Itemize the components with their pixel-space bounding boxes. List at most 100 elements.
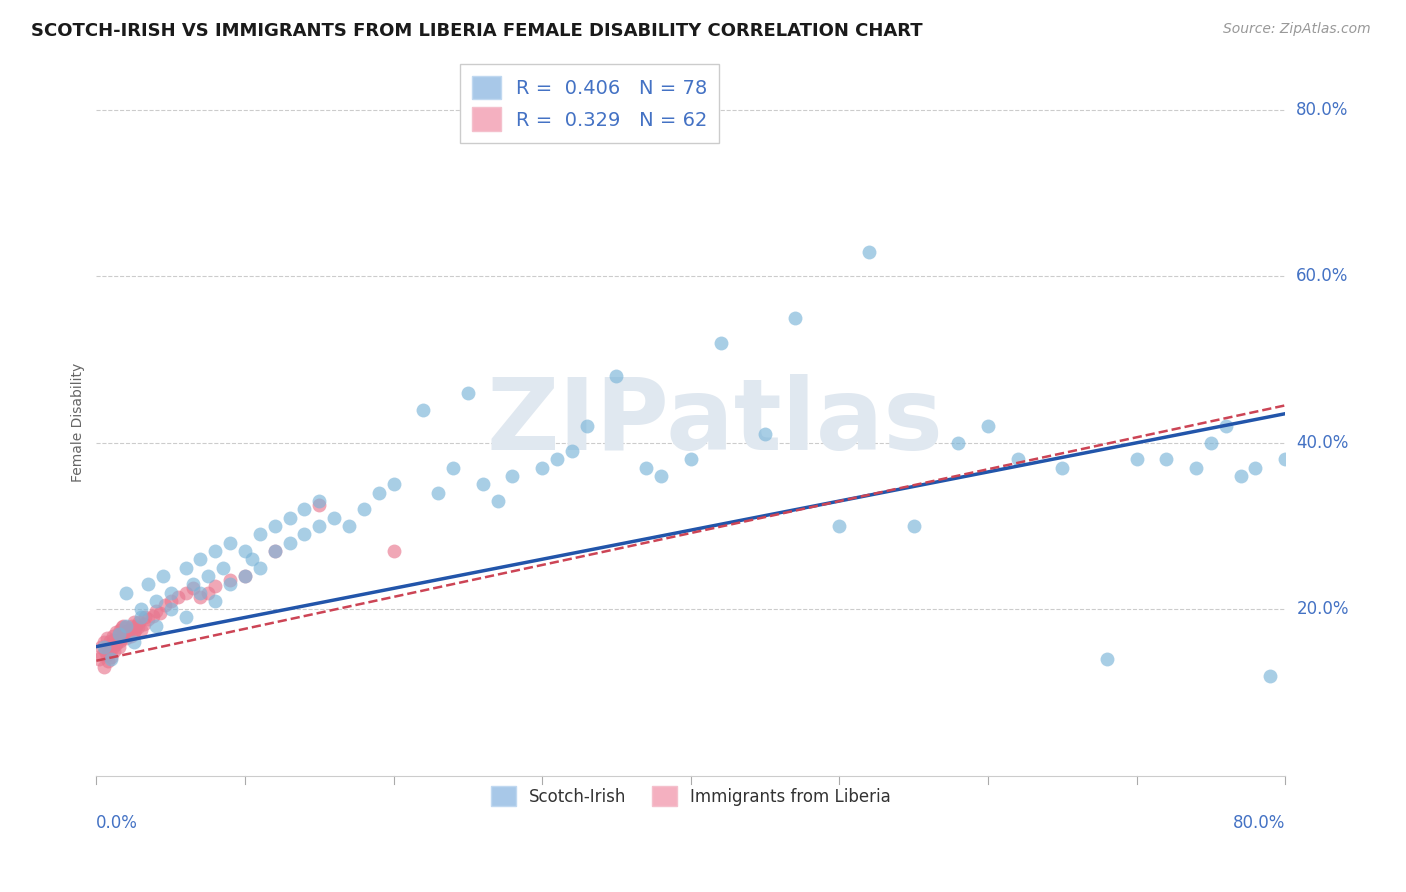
Point: [412, 402, 434, 417]
Point: [93, 640, 115, 654]
Point: [263, 544, 285, 558]
Point: [382, 544, 405, 558]
Point: [1215, 419, 1237, 434]
Point: [709, 336, 731, 351]
Point: [977, 419, 1000, 434]
Point: [121, 619, 143, 633]
Point: [367, 485, 389, 500]
Point: [219, 535, 242, 549]
Point: [679, 452, 702, 467]
Point: [100, 652, 122, 666]
Point: [650, 469, 672, 483]
Point: [91, 648, 114, 662]
Text: 80.0%: 80.0%: [1233, 814, 1285, 832]
Point: [120, 629, 142, 643]
Point: [575, 419, 598, 434]
Point: [1007, 452, 1029, 467]
Point: [107, 640, 129, 654]
Point: [190, 552, 212, 566]
Point: [1244, 460, 1267, 475]
Point: [278, 510, 301, 524]
Point: [115, 632, 138, 646]
Point: [278, 535, 301, 549]
Point: [152, 569, 174, 583]
Text: ZIPatlas: ZIPatlas: [486, 374, 943, 470]
Point: [96, 632, 118, 646]
Point: [636, 460, 658, 475]
Point: [828, 519, 851, 533]
Point: [124, 623, 146, 637]
Point: [132, 617, 155, 632]
Point: [233, 569, 256, 583]
Point: [138, 612, 160, 626]
Point: [233, 544, 256, 558]
Point: [97, 642, 120, 657]
Point: [122, 625, 145, 640]
Y-axis label: Female Disability: Female Disability: [72, 362, 86, 482]
Point: [110, 620, 132, 634]
Point: [159, 594, 181, 608]
Point: [294, 502, 316, 516]
Point: [174, 560, 197, 574]
Point: [108, 633, 131, 648]
Point: [129, 602, 152, 616]
Point: [546, 452, 568, 467]
Point: [93, 660, 115, 674]
Point: [1274, 452, 1296, 467]
Text: Source: ZipAtlas.com: Source: ZipAtlas.com: [1223, 22, 1371, 37]
Point: [211, 560, 233, 574]
Point: [108, 623, 131, 637]
Point: [457, 385, 479, 400]
Point: [98, 633, 121, 648]
Point: [159, 602, 181, 616]
Point: [605, 369, 627, 384]
Point: [128, 615, 150, 629]
Point: [948, 435, 970, 450]
Point: [105, 635, 128, 649]
Point: [197, 585, 219, 599]
Point: [103, 644, 125, 658]
Point: [138, 577, 160, 591]
Point: [219, 573, 242, 587]
Point: [427, 485, 450, 500]
Point: [263, 544, 285, 558]
Point: [471, 477, 494, 491]
Point: [903, 519, 925, 533]
Point: [114, 625, 136, 640]
Point: [90, 640, 112, 654]
Point: [103, 632, 125, 647]
Point: [107, 627, 129, 641]
Point: [1185, 460, 1208, 475]
Point: [1156, 452, 1178, 467]
Point: [1199, 435, 1222, 450]
Point: [190, 590, 212, 604]
Point: [100, 649, 122, 664]
Point: [110, 632, 132, 646]
Point: [115, 620, 138, 634]
Point: [204, 594, 226, 608]
Point: [98, 645, 121, 659]
Point: [263, 519, 285, 533]
Point: [104, 637, 127, 651]
Point: [129, 610, 152, 624]
Point: [104, 625, 127, 640]
Point: [149, 607, 172, 621]
Point: [249, 560, 271, 574]
Text: 60.0%: 60.0%: [1296, 268, 1348, 285]
Point: [117, 627, 139, 641]
Point: [249, 527, 271, 541]
Point: [167, 590, 190, 604]
Point: [125, 619, 148, 633]
Point: [197, 569, 219, 583]
Point: [1052, 460, 1074, 475]
Text: 40.0%: 40.0%: [1296, 434, 1348, 452]
Point: [115, 619, 138, 633]
Point: [1095, 652, 1118, 666]
Point: [145, 604, 167, 618]
Point: [145, 594, 167, 608]
Point: [486, 494, 509, 508]
Point: [129, 623, 152, 637]
Point: [294, 527, 316, 541]
Point: [134, 610, 156, 624]
Point: [93, 635, 115, 649]
